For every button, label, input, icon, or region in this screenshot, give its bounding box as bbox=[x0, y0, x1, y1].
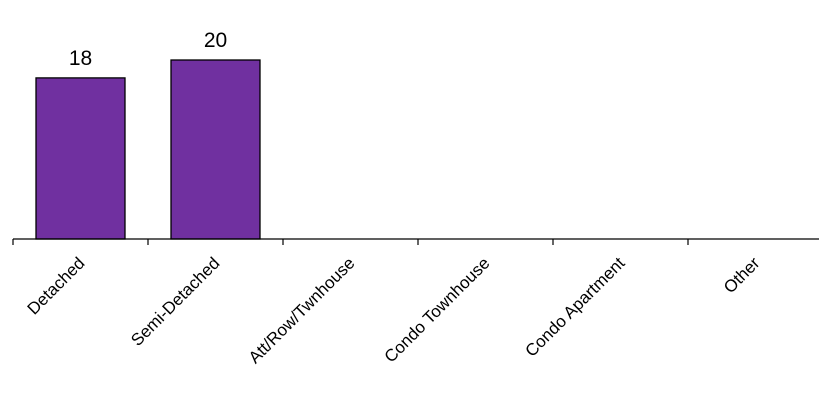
x-tick-label-other: Other bbox=[720, 253, 764, 297]
x-tick-label-condo-townhouse: Condo Townhouse bbox=[381, 254, 494, 367]
data-label-semi-detached: 20 bbox=[204, 29, 227, 52]
x-tick-label-semi-detached: Semi-Detached bbox=[127, 254, 223, 350]
x-tick-labels-layer: Detached Semi-Detached Att/Row/Twnhouse Con… bbox=[24, 253, 764, 367]
x-tick-label-condo-apartment: Condo Apartment bbox=[522, 253, 629, 360]
bar-detached bbox=[35, 77, 126, 240]
x-tick-label-att-row-twnhouse: Att/Row/Twnhouse bbox=[245, 254, 359, 368]
bars-layer bbox=[35, 59, 261, 240]
data-label-detached: 18 bbox=[69, 47, 92, 70]
x-tick-label-detached: Detached bbox=[24, 254, 89, 319]
bar-semi-detached bbox=[170, 59, 261, 240]
x-ticks-layer bbox=[12, 239, 689, 245]
